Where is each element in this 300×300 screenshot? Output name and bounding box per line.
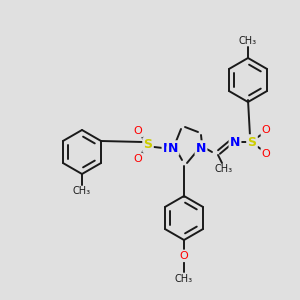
Text: N: N bbox=[196, 142, 206, 154]
Text: O: O bbox=[262, 125, 270, 135]
Text: N: N bbox=[168, 142, 178, 154]
Text: O: O bbox=[180, 251, 188, 261]
Text: CH₃: CH₃ bbox=[73, 186, 91, 196]
Text: O: O bbox=[134, 126, 142, 136]
Text: O: O bbox=[134, 154, 142, 164]
Text: O: O bbox=[262, 149, 270, 159]
Text: CH₃: CH₃ bbox=[239, 36, 257, 46]
Text: N: N bbox=[230, 136, 240, 148]
Text: S: S bbox=[143, 139, 152, 152]
Text: S: S bbox=[248, 136, 256, 148]
Text: CH₃: CH₃ bbox=[215, 164, 233, 174]
Text: N: N bbox=[163, 142, 173, 154]
Text: CH₃: CH₃ bbox=[175, 274, 193, 284]
